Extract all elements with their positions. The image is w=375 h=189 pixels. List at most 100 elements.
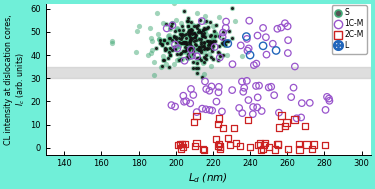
Point <box>237 144 243 147</box>
Point <box>189 54 195 57</box>
Point <box>186 29 192 32</box>
Point <box>183 49 189 52</box>
Point <box>188 88 194 91</box>
Point <box>171 34 177 37</box>
Point <box>169 48 175 51</box>
Point <box>179 57 185 60</box>
Point <box>145 54 151 57</box>
Point <box>187 32 193 35</box>
Point <box>209 85 214 88</box>
Point <box>220 36 226 39</box>
Point <box>170 24 176 27</box>
Point <box>226 30 232 33</box>
Point <box>159 64 165 67</box>
Point <box>187 35 193 38</box>
Point <box>198 37 204 40</box>
Point <box>196 37 202 40</box>
Point <box>291 86 297 89</box>
Point <box>239 80 245 83</box>
Point <box>152 74 157 77</box>
Point <box>171 63 177 66</box>
Point <box>194 62 200 65</box>
Point <box>183 36 189 39</box>
Point <box>260 44 266 47</box>
Point <box>203 32 209 35</box>
Point <box>179 42 185 45</box>
Point <box>190 66 196 69</box>
Point <box>182 41 188 44</box>
Point <box>172 43 178 46</box>
Point <box>298 116 304 119</box>
Point <box>188 20 194 23</box>
Point <box>216 142 222 145</box>
Point <box>180 145 186 148</box>
Point <box>208 33 214 36</box>
Point <box>177 143 183 146</box>
Point <box>245 118 251 121</box>
Point <box>198 37 204 40</box>
Point <box>184 56 190 59</box>
Point <box>241 86 247 89</box>
Point <box>201 72 207 75</box>
Point <box>167 53 173 56</box>
Point <box>194 26 200 29</box>
Point <box>180 40 186 43</box>
Point <box>172 29 178 33</box>
Point <box>187 39 193 42</box>
Point <box>194 142 200 145</box>
Point <box>202 15 208 18</box>
Point <box>177 143 183 146</box>
Point <box>285 148 291 151</box>
Point <box>192 42 198 45</box>
Point <box>161 58 167 61</box>
Point <box>195 31 201 34</box>
Point <box>282 125 288 128</box>
Point <box>227 143 233 146</box>
Point <box>213 24 219 27</box>
Point <box>198 42 204 45</box>
Point <box>178 52 184 55</box>
Point <box>194 72 200 75</box>
Point <box>217 56 223 59</box>
Point <box>176 58 181 61</box>
Point <box>152 60 157 63</box>
Point <box>210 49 216 52</box>
Point <box>207 43 213 46</box>
Point <box>260 148 266 151</box>
Point <box>247 53 253 57</box>
Point <box>176 45 182 48</box>
Point <box>167 53 173 56</box>
Point <box>225 136 231 139</box>
Point <box>163 62 169 65</box>
Point <box>227 143 233 146</box>
Point <box>164 27 170 30</box>
Point <box>188 28 194 31</box>
Point <box>322 143 328 146</box>
Point <box>259 109 265 112</box>
Point <box>187 35 193 38</box>
Point <box>322 108 328 111</box>
Point <box>210 25 216 28</box>
Point <box>185 46 191 50</box>
Point <box>165 39 171 42</box>
Point <box>192 42 198 45</box>
Point <box>201 34 207 37</box>
Point <box>182 41 188 44</box>
Point <box>196 28 202 31</box>
Point <box>160 22 166 25</box>
Point <box>216 34 222 37</box>
Point <box>201 26 207 29</box>
Point <box>133 50 139 53</box>
Point <box>255 144 261 147</box>
Point <box>177 32 183 35</box>
Point <box>213 100 219 103</box>
Point <box>182 40 188 43</box>
Point <box>221 40 227 43</box>
Point <box>201 31 207 34</box>
Point <box>215 145 221 148</box>
Point <box>220 31 226 34</box>
Point <box>183 32 189 35</box>
Point <box>182 40 188 43</box>
Point <box>171 47 177 50</box>
Point <box>169 48 175 51</box>
